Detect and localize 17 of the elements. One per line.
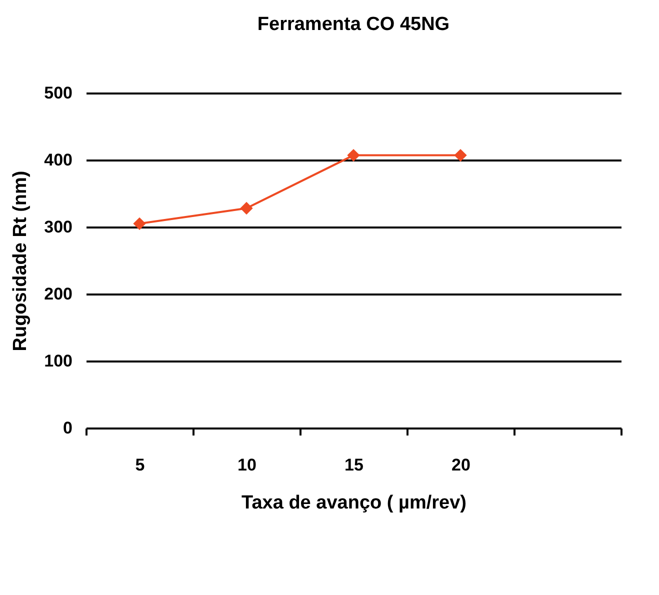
- y-tick-label: 300: [44, 218, 72, 236]
- x-tick-label: 10: [238, 456, 256, 474]
- y-tick-label: 200: [44, 284, 72, 304]
- x-tick-label: 5: [135, 456, 145, 474]
- y-tick-label: 0: [63, 418, 72, 438]
- y-tick-label: 100: [44, 352, 72, 370]
- y-axis-title: Rugosidade Rt (nm): [10, 170, 32, 352]
- y-tick-label: 400: [44, 150, 72, 170]
- point: [347, 148, 360, 162]
- point: [240, 202, 253, 215]
- x-axis-title: Taxa de avanço ( µm/rev): [242, 492, 466, 514]
- point: [454, 148, 467, 162]
- y-tick-label: 500: [44, 84, 72, 102]
- x-tick-label: 20: [452, 456, 470, 474]
- x-tick-label: 15: [344, 456, 364, 474]
- chart-title: Ferramenta CO 45NG: [257, 14, 450, 35]
- point: [133, 217, 146, 230]
